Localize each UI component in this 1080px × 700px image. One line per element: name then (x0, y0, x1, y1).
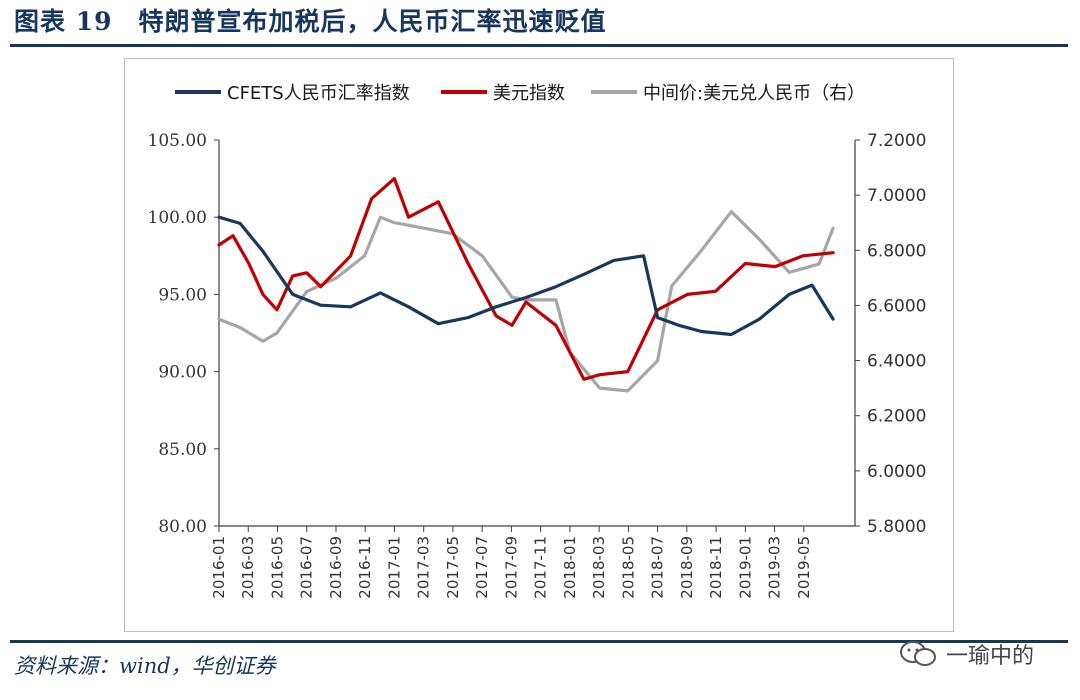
y-right-tick-label: 6.4000 (867, 352, 926, 372)
y-right-tick-label: 6.0000 (867, 462, 926, 482)
header-rule (10, 44, 1068, 47)
x-tick-label: 2019-05 (795, 536, 813, 599)
x-tick-label: 2018-05 (619, 536, 637, 599)
legend-label-0: CFETS人民币汇率指数 (227, 83, 410, 104)
x-tick-label: 2018-07 (649, 536, 667, 599)
x-tick-label: 2018-03 (590, 536, 608, 599)
y-right-tick-label: 7.2000 (867, 131, 926, 151)
y-left-tick-label: 85.00 (158, 440, 207, 460)
x-tick-label: 2017-09 (502, 536, 520, 599)
x-tick-label: 2016-09 (327, 536, 345, 599)
source-note: 资料来源：wind，华创证券 (14, 654, 276, 678)
plot-frame (218, 140, 856, 527)
x-tick-label: 2018-09 (678, 536, 696, 599)
y-right-tick-label: 6.8000 (867, 241, 926, 261)
y-left-tick-label: 90.00 (158, 363, 207, 383)
x-tick-label: 2019-01 (736, 536, 754, 599)
figure-title: 图表 19 特朗普宣布加税后，人民币汇率迅速贬值 (14, 7, 607, 36)
series-layer (217, 176, 835, 393)
legend-label-2: 中间价:美元兑人民币（右） (643, 83, 865, 104)
legend: CFETS人民币汇率指数 美元指数 中间价:美元兑人民币（右） (175, 83, 865, 104)
y-left-tick-label: 105.00 (148, 131, 207, 151)
y-left-tick-label: 95.00 (158, 285, 207, 305)
x-tick-label: 2018-01 (561, 536, 579, 599)
chart-svg: CFETS人民币汇率指数 美元指数 中间价:美元兑人民币（右） 80.00 85.00… (148, 83, 927, 599)
series-line-1 (217, 176, 835, 381)
wechat-icon (900, 641, 936, 666)
x-tick-label: 2016-01 (210, 536, 228, 599)
x-tick-label: 2017-07 (473, 536, 491, 599)
watermark-text: 一瑜中的 (946, 644, 1035, 669)
x-tick-label: 2016-05 (268, 536, 286, 599)
y-right-tick-label: 6.2000 (867, 407, 926, 427)
y-left-tick-label: 100.00 (148, 208, 207, 228)
x-tick-label: 2019-03 (766, 536, 784, 599)
x-tick-label: 2017-01 (385, 536, 403, 599)
x-tick-label: 2018-11 (707, 536, 725, 599)
y-right-tick-label: 6.6000 (867, 296, 926, 316)
y-right-tick-label: 7.0000 (867, 186, 926, 206)
y-left-tick-label: 80.00 (158, 517, 207, 537)
legend-label-1: 美元指数 (493, 83, 565, 104)
x-tick-label: 2017-03 (415, 536, 433, 599)
x-tick-label: 2017-11 (532, 536, 550, 599)
watermark: 一瑜中的 (898, 634, 1034, 674)
footer-rule (10, 640, 1068, 643)
chart-panel: CFETS人民币汇率指数 美元指数 中间价:美元兑人民币（右） 80.00 85.00… (124, 58, 954, 632)
x-tick-label: 2017-05 (444, 536, 462, 599)
x-tick-label: 2016-07 (298, 536, 316, 599)
axes: 80.00 85.00 90.00 95.00 100.00 105.00 5.8000 6.… (148, 131, 927, 599)
x-tick-label: 2016-03 (239, 536, 257, 599)
x-tick-label: 2016-11 (356, 536, 374, 599)
y-right-tick-label: 5.8000 (867, 517, 926, 537)
series-line-0 (217, 215, 835, 337)
